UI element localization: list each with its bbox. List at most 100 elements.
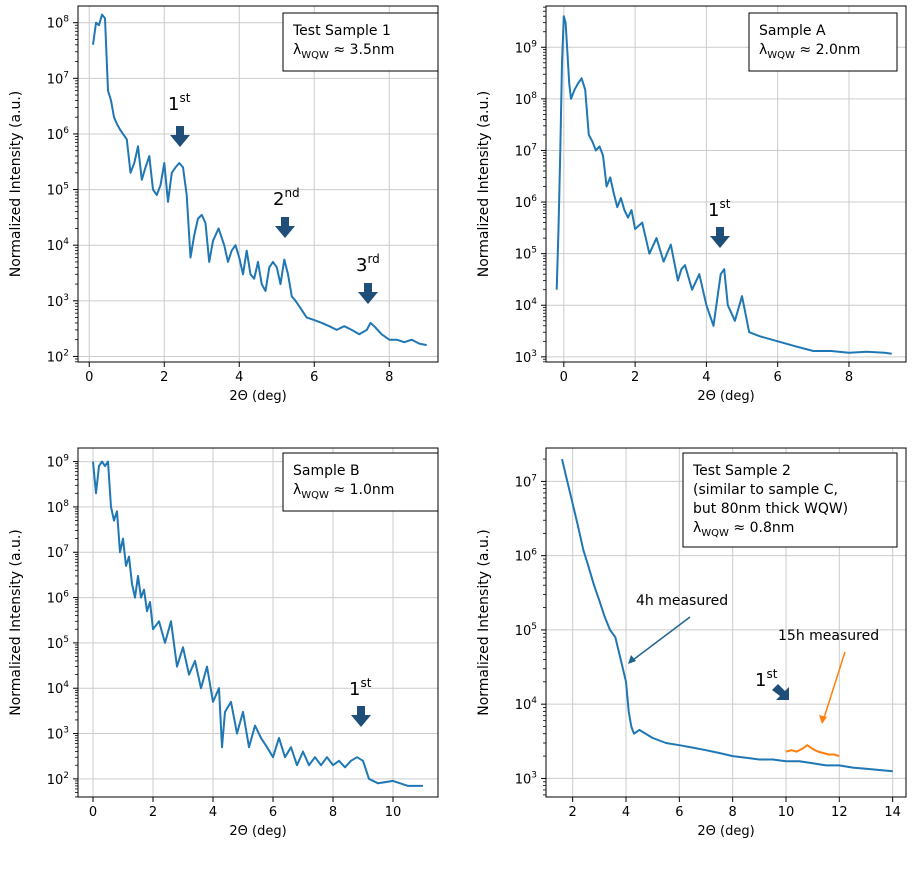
- legend-line: but 80nm thick WQW): [693, 501, 848, 517]
- x-tick-label: 6: [310, 370, 318, 385]
- peak-label-1st: 1st: [708, 197, 731, 221]
- legend-line: λWQW ≈ 0.8nm: [693, 520, 794, 539]
- series-lines: [561, 458, 893, 773]
- axis-ticks: 2 4 6 8 10 12 14 103 104 105 106 107: [515, 458, 901, 820]
- x-tick-label: 4: [702, 370, 710, 385]
- y-tick-label: 105: [515, 622, 537, 639]
- peak-label-1st: 1st: [755, 667, 778, 691]
- series-lines: [92, 460, 423, 787]
- legend-line: λWQW ≈ 1.0nm: [293, 482, 394, 501]
- series-line-0: [561, 458, 893, 773]
- series-lines: [555, 15, 892, 355]
- x-tick-label: 0: [560, 370, 568, 385]
- plot-frame: [77, 447, 439, 798]
- x-tick-label: 2: [149, 805, 157, 820]
- y-tick-label: 107: [515, 142, 537, 159]
- peak-label-2nd: 2nd: [273, 186, 300, 210]
- legend-line: Test Sample 1: [292, 23, 391, 39]
- y-tick-label: 107: [47, 544, 69, 561]
- y-tick-label: 103: [515, 349, 537, 366]
- legend-line: Sample A: [759, 23, 826, 39]
- axis-ticks: 0 2 4 6 8 102 103 104 105 106 107 108: [47, 15, 394, 385]
- chart-panel-test-sample-1: 0 2 4 6 8 102 103 104 105 106 107 108 2Θ (deg) Norm…: [8, 5, 439, 404]
- y-tick-label: 106: [47, 590, 70, 607]
- y-tick-label: 104: [515, 297, 538, 314]
- x-tick-label: 8: [329, 805, 337, 820]
- y-tick-label: 103: [47, 293, 69, 310]
- y-tick-label: 102: [47, 771, 69, 788]
- y-axis-label: Normalized Intensity (a.u.): [476, 91, 492, 278]
- y-tick-label: 106: [47, 126, 70, 143]
- y-tick-label: 109: [47, 454, 70, 471]
- y-tick-label: 106: [515, 194, 538, 211]
- x-tick-label: 14: [884, 805, 901, 820]
- peak-arrow-1st: [170, 126, 190, 147]
- x-axis-label: 2Θ (deg): [697, 824, 754, 839]
- peak-label-3rd: 3rd: [356, 252, 380, 276]
- y-tick-label: 106: [515, 548, 538, 565]
- peak-arrow-3rd: [358, 283, 378, 304]
- peak-label-1st: 1st: [168, 91, 191, 115]
- plot-frame: [545, 5, 907, 363]
- peak-arrow-2nd: [275, 217, 295, 238]
- series-line-0: [555, 15, 892, 355]
- x-tick-label: 2: [569, 805, 577, 820]
- annotation-15h-measured: 15h measured: [778, 628, 879, 644]
- legend-line: λWQW ≈ 2.0nm: [759, 42, 860, 61]
- x-tick-label: 2: [160, 370, 168, 385]
- x-tick-label: 10: [778, 805, 795, 820]
- x-axis-label: 2Θ (deg): [229, 824, 286, 839]
- y-tick-label: 108: [515, 91, 538, 108]
- y-tick-label: 108: [47, 15, 70, 32]
- x-tick-label: 4: [235, 370, 243, 385]
- x-tick-label: 12: [831, 805, 848, 820]
- x-tick-label: 4: [209, 805, 217, 820]
- peak-label-1st: 1st: [349, 676, 372, 700]
- legend-line: (similar to sample C,: [693, 482, 838, 498]
- series-lines: [92, 13, 427, 347]
- y-tick-label: 107: [515, 473, 537, 490]
- series-line-1: [785, 744, 840, 758]
- grid-lines: [78, 6, 438, 362]
- x-axis-label: 2Θ (deg): [229, 389, 286, 404]
- chart-panel-sample-b: 0 2 4 6 8 10 102 103 104 105 106 107 108 109 2Θ (deg)…: [8, 447, 439, 839]
- legend-frame: [282, 12, 439, 72]
- x-tick-label: 8: [845, 370, 853, 385]
- legend-frame: [282, 452, 439, 512]
- y-axis-label: Normalized Intensity (a.u.): [476, 529, 492, 716]
- x-tick-label: 10: [385, 805, 402, 820]
- x-tick-label: 8: [385, 370, 393, 385]
- series-line-0: [92, 13, 427, 347]
- x-tick-label: 0: [89, 805, 97, 820]
- y-axis-label: Normalized Intensity (a.u.): [8, 91, 24, 278]
- y-tick-label: 107: [47, 70, 69, 87]
- x-tick-label: 6: [774, 370, 782, 385]
- annotation-4h-measured: 4h measured: [636, 593, 728, 609]
- legend-box: Sample B λWQW ≈ 1.0nm: [282, 452, 439, 512]
- y-axis-label: Normalized Intensity (a.u.): [8, 529, 24, 716]
- legend-line: Test Sample 2: [692, 463, 791, 479]
- plot-frame: [77, 5, 439, 363]
- peak-arrow-1st: [772, 684, 789, 700]
- y-tick-label: 102: [47, 348, 69, 365]
- arrow-15h-measured: [823, 651, 846, 719]
- y-tick-label: 105: [515, 246, 537, 263]
- y-tick-label: 104: [47, 680, 70, 697]
- y-tick-label: 104: [47, 237, 70, 254]
- legend-frame: [748, 12, 898, 72]
- arrowhead-15h: [819, 715, 827, 724]
- x-tick-label: 8: [729, 805, 737, 820]
- x-tick-label: 6: [269, 805, 277, 820]
- arrowhead-4h: [628, 655, 636, 664]
- y-tick-label: 108: [47, 499, 70, 516]
- y-tick-label: 103: [47, 726, 69, 743]
- axis-ticks: 0 2 4 6 8 10 102 103 104 105 106 107 108 109: [47, 454, 402, 820]
- chart-panel-sample-a: 0 2 4 6 8 103 104 105 106 107 108 109 2Θ (deg) Norm…: [476, 5, 907, 404]
- y-tick-label: 105: [47, 182, 69, 199]
- legend-box: Test Sample 1 λWQW ≈ 3.5nm: [282, 12, 439, 72]
- legend-line: λWQW ≈ 3.5nm: [293, 42, 394, 61]
- x-tick-label: 2: [631, 370, 639, 385]
- legend-box: Test Sample 2 (similar to sample C, but 80…: [682, 452, 898, 548]
- y-tick-label: 103: [515, 770, 537, 787]
- legend-frame: [682, 452, 898, 548]
